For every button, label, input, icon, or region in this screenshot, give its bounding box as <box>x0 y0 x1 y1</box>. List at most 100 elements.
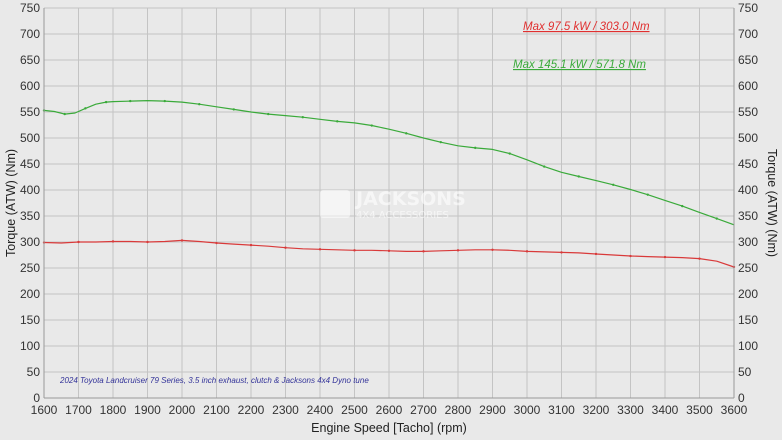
x-tick-label: 2100 <box>203 403 230 417</box>
x-tick-label: 2600 <box>376 403 403 417</box>
series-2-point <box>301 116 304 119</box>
series-2-point <box>163 99 166 103</box>
series-2-point <box>198 103 201 106</box>
series-2-point <box>508 152 511 155</box>
y-tick-label-left: 500 <box>20 131 40 145</box>
x-tick-label: 1700 <box>65 403 92 417</box>
series-2-point <box>84 107 87 110</box>
series-1-point <box>525 250 529 253</box>
y-tick-label-left: 650 <box>20 53 40 67</box>
series-1-point <box>663 255 667 259</box>
series-2-point <box>63 112 66 116</box>
series-1-point <box>491 248 494 251</box>
series-1-point <box>318 248 322 251</box>
x-tick-label: 2200 <box>238 403 265 417</box>
series-2-point <box>474 146 477 150</box>
y-tick-label-left: 750 <box>20 1 40 15</box>
y-tick-label-left: 350 <box>20 209 40 223</box>
series-1-point <box>594 252 598 256</box>
series-2-point <box>646 193 649 196</box>
x-tick-label: 2700 <box>410 403 437 417</box>
y-tick-label-right: 450 <box>738 157 758 171</box>
series-1-point <box>77 240 80 244</box>
series-2-point <box>543 165 546 168</box>
series-2-point <box>336 120 339 123</box>
y-tick-label-left: 450 <box>20 157 40 171</box>
series-2-point <box>267 112 270 116</box>
series-2-point <box>129 99 132 103</box>
y-tick-label-left: 50 <box>27 365 41 379</box>
x-tick-label: 2800 <box>445 403 472 417</box>
y-tick-label-right: 650 <box>738 53 758 67</box>
series-1-point <box>180 239 184 242</box>
annotation-max-1: Max 97.5 kW / 303.0 Nm <box>523 21 650 33</box>
watermark-title: JACKSONS <box>354 188 466 210</box>
series-1-point <box>560 251 563 254</box>
y-tick-label-left: 0 <box>33 391 40 405</box>
series-1-point <box>146 240 149 244</box>
series-1-point <box>249 243 253 247</box>
y-tick-label-right: 0 <box>738 391 745 405</box>
series-1-point <box>698 257 701 260</box>
y-tick-label-right: 400 <box>738 183 758 197</box>
x-tick-label: 1600 <box>31 403 58 417</box>
series-2-point <box>577 175 580 178</box>
series-1-point <box>284 246 287 249</box>
x-tick-label: 3100 <box>548 403 575 417</box>
y-tick-label-left: 300 <box>20 235 40 249</box>
series-2-point <box>715 217 718 220</box>
y-axis-left-label: Torque (ATW) (Nm) <box>4 149 18 257</box>
series-2-point <box>681 204 684 208</box>
y-tick-label-right: 350 <box>738 209 758 223</box>
y-tick-label-left: 250 <box>20 261 40 275</box>
y-tick-label-left: 700 <box>20 27 40 41</box>
x-tick-label: 3500 <box>686 403 713 417</box>
watermark-badge-icon <box>320 190 350 218</box>
y-tick-label-right: 50 <box>738 365 752 379</box>
y-tick-label-right: 250 <box>738 261 758 275</box>
annotation-max-2: Max 145.1 kW / 571.8 Nm <box>513 59 646 71</box>
series-2-point <box>104 100 108 104</box>
series-1-point <box>629 254 632 258</box>
y-tick-label-left: 200 <box>20 287 40 301</box>
x-tick-label: 2400 <box>307 403 334 417</box>
y-tick-label-right: 200 <box>738 287 758 301</box>
watermark-logo: JACKSONS 4X4 ACCESSORIES <box>320 188 466 221</box>
series-1-point <box>422 250 425 253</box>
series-1-point <box>456 249 460 252</box>
y-tick-label-right: 700 <box>738 27 758 41</box>
x-axis-label: Engine Speed [Tacho] (rpm) <box>311 421 467 435</box>
series-1-point <box>387 249 391 253</box>
x-tick-label: 1900 <box>134 403 161 417</box>
y-tick-label-right: 550 <box>738 105 758 119</box>
y-tick-label-left: 400 <box>20 183 40 197</box>
series-2-point <box>439 140 442 144</box>
y-tick-label-right: 500 <box>738 131 758 145</box>
x-tick-label: 2900 <box>479 403 506 417</box>
horizontal-gridlines <box>44 7 734 373</box>
series-line-2 <box>43 99 735 226</box>
y-axis-left-ticks: 0 50 100 150 200 250 300 350 400 450 500 550 600 650 7… <box>20 1 40 405</box>
y-tick-label-right: 600 <box>738 79 758 93</box>
chart-note: 2024 Toyota Landcruiser 79 Series, 3.5 i… <box>59 376 369 385</box>
series-2-point <box>370 124 373 127</box>
y-tick-label-left: 100 <box>20 339 40 353</box>
series-1-point <box>353 249 356 252</box>
x-tick-label: 3300 <box>617 403 644 417</box>
y-tick-label-left: 600 <box>20 79 40 93</box>
y-axis-right-label: Torque (ATW) (Nm) <box>765 149 779 257</box>
series-1-point <box>215 241 218 245</box>
series-2-point <box>612 183 615 186</box>
y-tick-label-right: 150 <box>738 313 758 327</box>
y-tick-label-right: 100 <box>738 339 758 353</box>
watermark-subtitle: 4X4 ACCESSORIES <box>356 210 449 221</box>
series-2-point <box>232 108 235 111</box>
series-2-point <box>405 132 408 135</box>
x-tick-label: 2300 <box>272 403 299 417</box>
y-axis-right-ticks: 0 50 100 150 200 250 300 350 400 450 500 550 600 650 7… <box>738 1 758 405</box>
y-tick-label-left: 150 <box>20 313 40 327</box>
y-tick-label-right: 750 <box>738 1 758 15</box>
y-tick-label-right: 300 <box>738 235 758 249</box>
series-1-point <box>111 240 115 243</box>
